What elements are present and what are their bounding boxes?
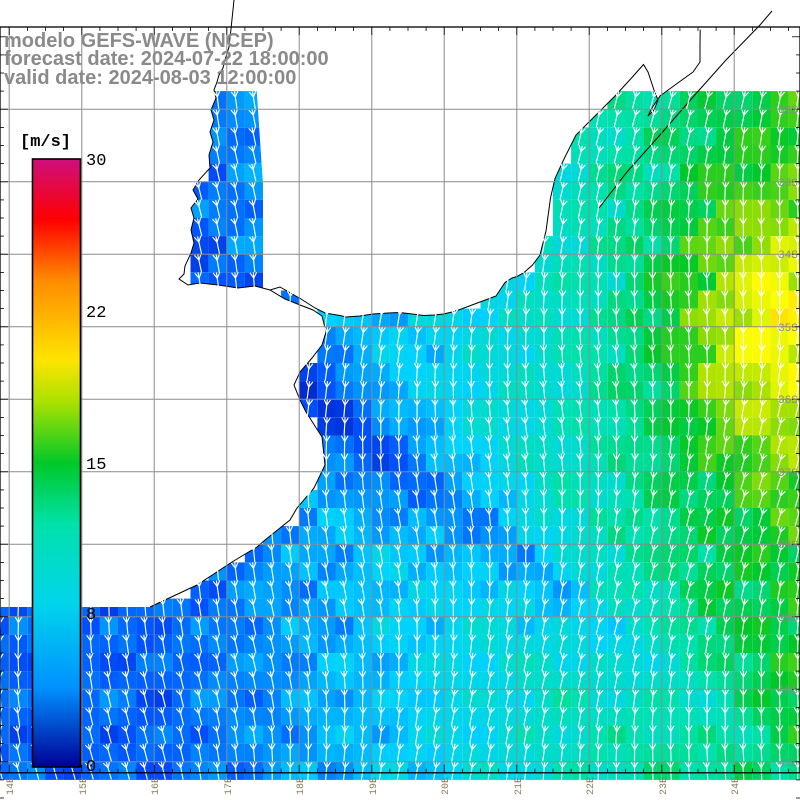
- svg-text:24E: 24E: [731, 777, 742, 795]
- svg-text:8: 8: [86, 606, 96, 625]
- svg-text:37S: 37S: [778, 468, 798, 480]
- svg-text:34S: 34S: [778, 250, 798, 262]
- svg-text:35S: 35S: [778, 323, 798, 335]
- svg-text:38S: 38S: [778, 540, 798, 552]
- svg-text:22E: 22E: [586, 777, 597, 795]
- svg-text:14E: 14E: [6, 777, 17, 795]
- svg-text:22: 22: [86, 304, 106, 323]
- svg-text:40S: 40S: [778, 685, 798, 697]
- svg-text:17E: 17E: [224, 777, 235, 795]
- svg-text:19E: 19E: [369, 777, 380, 795]
- svg-text:valid date: 2024-08-03 12:00:0: valid date: 2024-08-03 12:00:00: [4, 67, 296, 89]
- svg-text:30: 30: [86, 152, 106, 171]
- svg-text:41S: 41S: [778, 758, 798, 770]
- svg-text:33S: 33S: [778, 178, 798, 190]
- svg-text:20E: 20E: [441, 777, 452, 795]
- svg-text:36S: 36S: [778, 395, 798, 407]
- svg-text:16E: 16E: [151, 777, 162, 795]
- svg-text:15: 15: [86, 456, 106, 475]
- svg-text:[m/s]: [m/s]: [20, 133, 71, 152]
- svg-text:15E: 15E: [79, 777, 90, 795]
- svg-text:18E: 18E: [296, 777, 307, 795]
- svg-text:0: 0: [86, 758, 96, 777]
- svg-text:21E: 21E: [514, 777, 525, 795]
- svg-text:39S: 39S: [778, 613, 798, 625]
- svg-text:32S: 32S: [778, 105, 798, 117]
- svg-text:23E: 23E: [659, 777, 670, 795]
